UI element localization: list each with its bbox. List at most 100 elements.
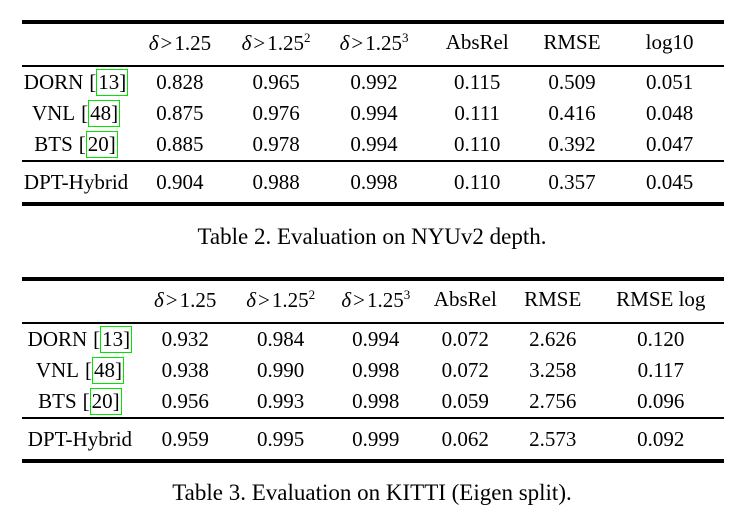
citation-link[interactable]: 20]	[85, 131, 118, 158]
kitti-header-delta2: δ>1.252	[233, 279, 329, 323]
header-label: log10	[645, 29, 694, 54]
cite-number: 13	[98, 70, 120, 94]
method-label: VNL [48]	[22, 355, 138, 386]
nyuv2-eval-table: δ>1.25 δ>1.252 δ>1.253 AbsRel RMSE log10…	[22, 20, 724, 206]
metric-value-best: 0.110	[453, 169, 501, 194]
citation-link[interactable]: 48]	[92, 357, 124, 384]
nyuv2-header-empty	[22, 22, 130, 66]
metric-value: 3.258	[529, 358, 577, 382]
table-row-vnl: VNL [48] 0.938 0.990 0.998 0.072 3.258 0.…	[22, 355, 724, 386]
threshold-value: 1.25	[271, 287, 309, 312]
gt-symbol: >	[353, 287, 365, 312]
metric-value: 0.978	[252, 132, 300, 156]
metric-value: 0.051	[645, 70, 694, 94]
metric-value: 0.048	[645, 101, 694, 125]
metric-value: 0.072	[441, 358, 489, 382]
table-nyuv2: δ>1.25 δ>1.252 δ>1.253 AbsRel RMSE log10…	[22, 20, 724, 206]
header-label: RMSE	[524, 286, 582, 311]
metric-value: 0.828	[156, 70, 204, 94]
cite-close-bracket: ]	[111, 101, 119, 125]
kitti-header-empty	[22, 279, 138, 323]
header-label: AbsRel	[445, 29, 509, 54]
nyuv2-header-absrel: AbsRel	[426, 22, 529, 66]
metric-value: 0.111	[454, 101, 501, 125]
metric-value: 0.416	[548, 101, 596, 125]
kitti-header-rmselog: RMSE log	[598, 279, 724, 323]
nyuv2-header-log10: log10	[615, 22, 724, 66]
metric-value-best: 0.357	[548, 169, 596, 194]
gt-symbol: >	[160, 30, 173, 55]
cite-open-bracket: [	[89, 70, 97, 94]
metric-value: 0.990	[257, 358, 305, 382]
exponent: 2	[308, 286, 316, 302]
metric-value: 0.072	[441, 327, 489, 351]
nyuv2-header-rmse: RMSE	[529, 22, 615, 66]
method-name: VNL	[35, 358, 79, 382]
metric-value-best: 0.988	[252, 169, 300, 194]
metric-value: 0.993	[257, 389, 305, 413]
header-label: RMSE log	[616, 286, 706, 311]
metric-value: 2.626	[529, 327, 577, 351]
method-name: DPT-Hybrid	[27, 426, 133, 451]
threshold-value: 1.25	[366, 287, 404, 312]
metric-value: 0.117	[637, 358, 685, 382]
method-label: DPT-Hybrid	[22, 418, 138, 461]
table-row-dpt-hybrid: DPT-Hybrid 0.904 0.988 0.998 0.110 0.357…	[22, 161, 724, 204]
metric-value-best: 0.998	[350, 169, 398, 194]
method-label: DORN [13]	[22, 323, 138, 355]
metric-value: 0.992	[350, 70, 398, 94]
kitti-header-rmse: RMSE	[508, 279, 598, 323]
header-label: AbsRel	[433, 286, 497, 311]
cite-number: 48	[90, 101, 112, 125]
cite-open-bracket: [	[85, 358, 92, 382]
kitti-header-absrel: AbsRel	[423, 279, 508, 323]
citation-link[interactable]: 48]	[88, 100, 121, 127]
table2-caption: Table 2. Evaluation on NYUv2 depth.	[197, 224, 547, 249]
method-name: VNL	[31, 101, 76, 125]
delta-symbol: δ	[341, 287, 352, 312]
metric-value-best: 0.999	[352, 426, 400, 451]
table-row-vnl: VNL [48] 0.875 0.976 0.994 0.111 0.416 0.…	[22, 98, 724, 129]
metric-value: 0.062	[441, 426, 489, 451]
kitti-header-row: δ>1.25 δ>1.252 δ>1.253 AbsRel RMSE RMSE …	[22, 279, 724, 323]
gt-symbol: >	[351, 30, 364, 55]
cite-close-bracket: ]	[112, 389, 120, 413]
cite-close-bracket: ]	[108, 132, 116, 156]
metric-value: 0.994	[352, 327, 400, 351]
table-row-dorn: DORN [13] 0.828 0.965 0.992 0.115 0.509 0…	[22, 66, 724, 98]
metric-value: 0.392	[548, 132, 596, 156]
gt-symbol: >	[253, 30, 266, 55]
method-name: DORN	[23, 70, 84, 94]
threshold-value: 1.25	[174, 30, 212, 55]
metric-value-best: 0.959	[161, 426, 209, 451]
threshold-value: 1.25	[179, 287, 217, 312]
table-kitti: δ>1.25 δ>1.252 δ>1.253 AbsRel RMSE RMSE …	[22, 277, 724, 463]
exponent: 3	[403, 286, 411, 302]
metric-value: 0.984	[257, 327, 305, 351]
metric-value: 0.875	[156, 101, 204, 125]
method-name: BTS	[38, 389, 77, 413]
table-row-dpt-hybrid: DPT-Hybrid 0.959 0.995 0.999 0.062 2.573…	[22, 418, 724, 461]
citation-link[interactable]: 13]	[100, 326, 133, 353]
metric-value: 0.047	[645, 132, 694, 156]
method-name: DORN	[27, 327, 88, 351]
gt-symbol: >	[258, 287, 270, 312]
delta-symbol: δ	[148, 30, 159, 55]
gt-symbol: >	[165, 287, 178, 312]
header-label: RMSE	[543, 29, 601, 54]
cite-number: 20	[87, 132, 109, 156]
cite-number: 13	[102, 327, 124, 351]
metric-value-best: 0.059	[441, 389, 489, 413]
metric-value: 0.932	[161, 327, 209, 351]
method-label: BTS [20]	[22, 129, 130, 161]
table3-caption: Table 3. Evaluation on KITTI (Eigen spli…	[172, 480, 572, 505]
nyuv2-header-delta3: δ>1.253	[322, 22, 425, 66]
metric-value-best: 0.904	[156, 169, 204, 194]
citation-link[interactable]: 13]	[96, 69, 129, 96]
citation-link[interactable]: 20]	[89, 388, 122, 415]
cite-number: 20	[91, 389, 113, 413]
exponent: 2	[304, 29, 311, 45]
threshold-value: 1.25	[365, 30, 402, 55]
cite-open-bracket: [	[93, 327, 101, 351]
